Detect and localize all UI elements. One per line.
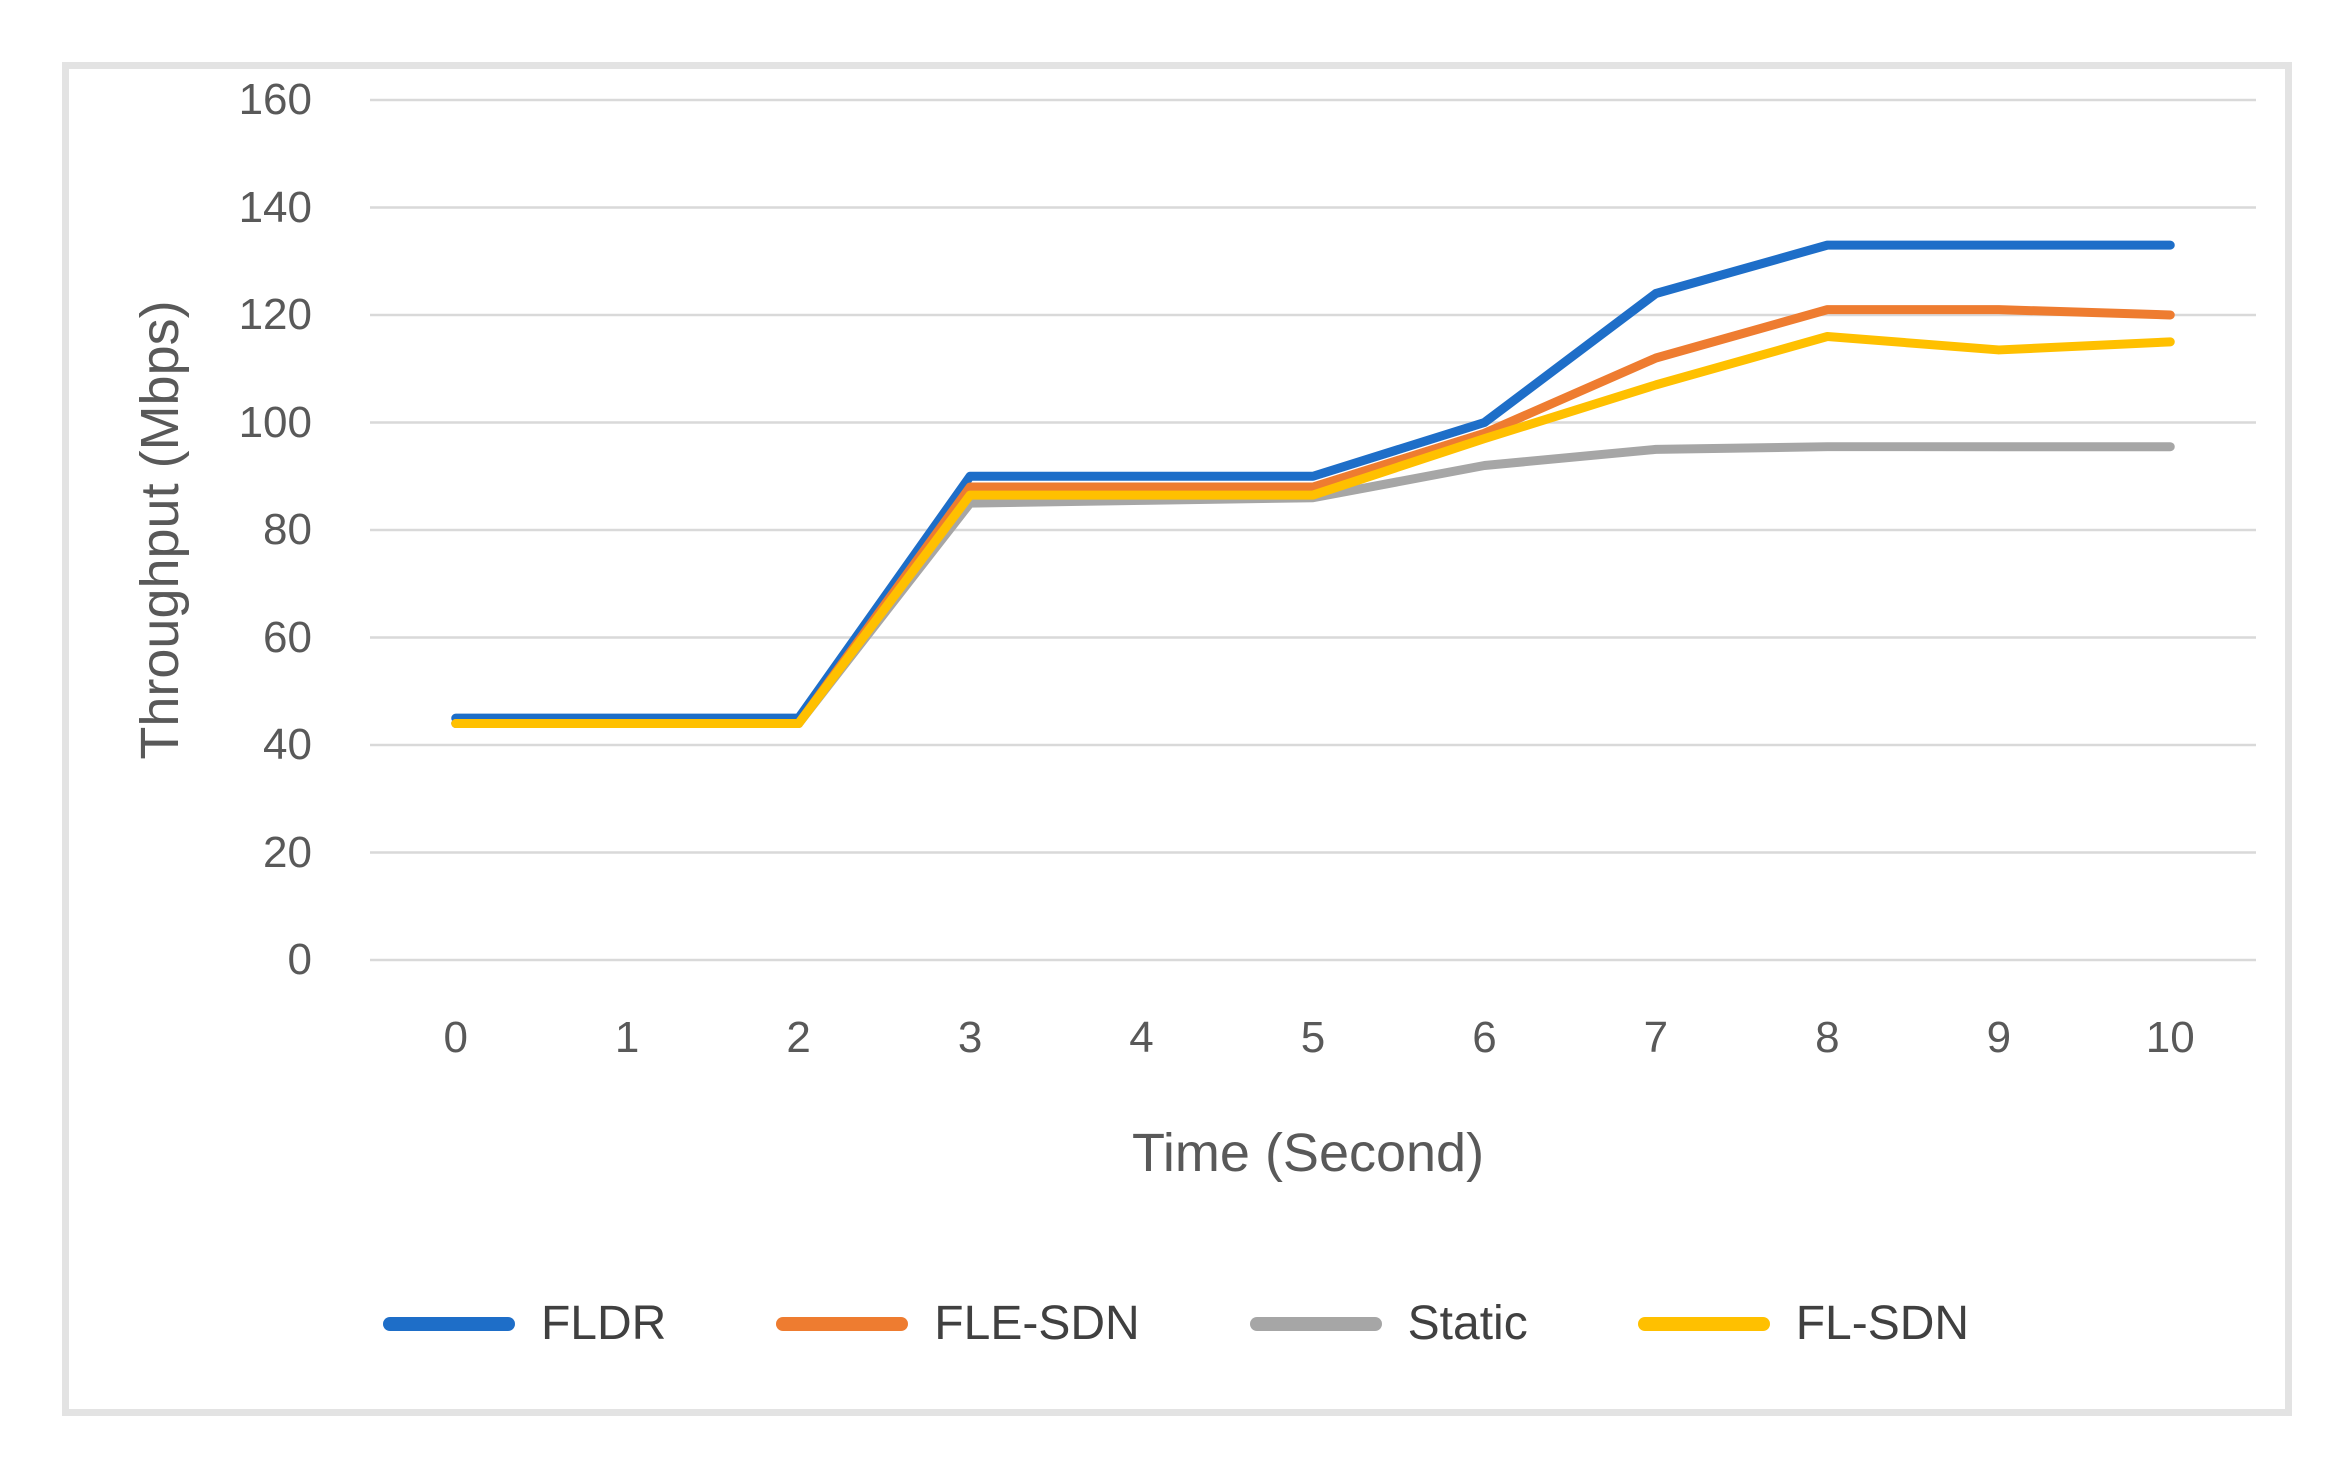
x-tick-label-10: 10	[2145, 1013, 2195, 1062]
y-tick-label-60: 60	[263, 612, 312, 662]
y-tick-label-40: 40	[263, 720, 312, 769]
y-tick-label-140: 140	[238, 182, 312, 232]
series-line-fldr	[451, 240, 2175, 723]
legend-swatch-fl-sdn	[1637, 1317, 1770, 1331]
x-tick-label-2: 2	[786, 1013, 811, 1062]
legend-label-static: Static	[1407, 1297, 1528, 1350]
gridlines	[370, 98, 2256, 962]
x-tick-label-0: 0	[443, 1013, 468, 1062]
y-tick-label-120: 120	[238, 290, 312, 339]
x-tick-label-4: 4	[1129, 1013, 1154, 1062]
legend-label-fldr: FLDR	[540, 1297, 667, 1350]
legend-label-fle-sdn: FLE-SDN	[934, 1297, 1140, 1350]
y-tick-label-80: 80	[263, 505, 312, 554]
y-tick-label-160: 160	[238, 75, 312, 124]
x-tick-label-3: 3	[957, 1013, 983, 1062]
series-line-fle-sdn	[451, 305, 2175, 728]
y-tick-label-20: 20	[263, 827, 312, 877]
x-tick-label-1: 1	[614, 1013, 640, 1062]
legend-swatch-fldr	[382, 1317, 515, 1331]
legend-item-fle-sdn: FLE-SDN	[776, 1297, 1140, 1350]
legend-swatch-static	[1249, 1317, 1382, 1331]
x-tick-label-6: 6	[1472, 1013, 1497, 1062]
y-axis-title: Throughput (Mbps)	[130, 300, 190, 760]
legend: FLDR FLE-SDN Static FL-SDN	[0, 1300, 2352, 1348]
x-tick-label-7: 7	[1643, 1013, 1669, 1062]
series-lines	[451, 240, 2175, 728]
x-tick-label-8: 8	[1815, 1013, 1840, 1062]
series-line-fl-sdn	[451, 332, 2175, 728]
x-tick-label-5: 5	[1300, 1013, 1326, 1062]
legend-label-fl-sdn: FL-SDN	[1795, 1297, 1970, 1350]
legend-item-fl-sdn: FL-SDN	[1637, 1297, 1970, 1350]
legend-item-static: Static	[1249, 1297, 1528, 1350]
figure-border	[62, 62, 2292, 1416]
x-axis-title: Time (Second)	[1131, 1123, 1485, 1183]
legend-swatch-fle-sdn	[776, 1317, 909, 1331]
x-tick-label-9: 9	[1986, 1013, 2012, 1062]
y-tick-label-0: 0	[287, 935, 312, 984]
y-tick-label-100: 100	[238, 397, 312, 447]
legend-item-fldr: FLDR	[382, 1297, 667, 1350]
